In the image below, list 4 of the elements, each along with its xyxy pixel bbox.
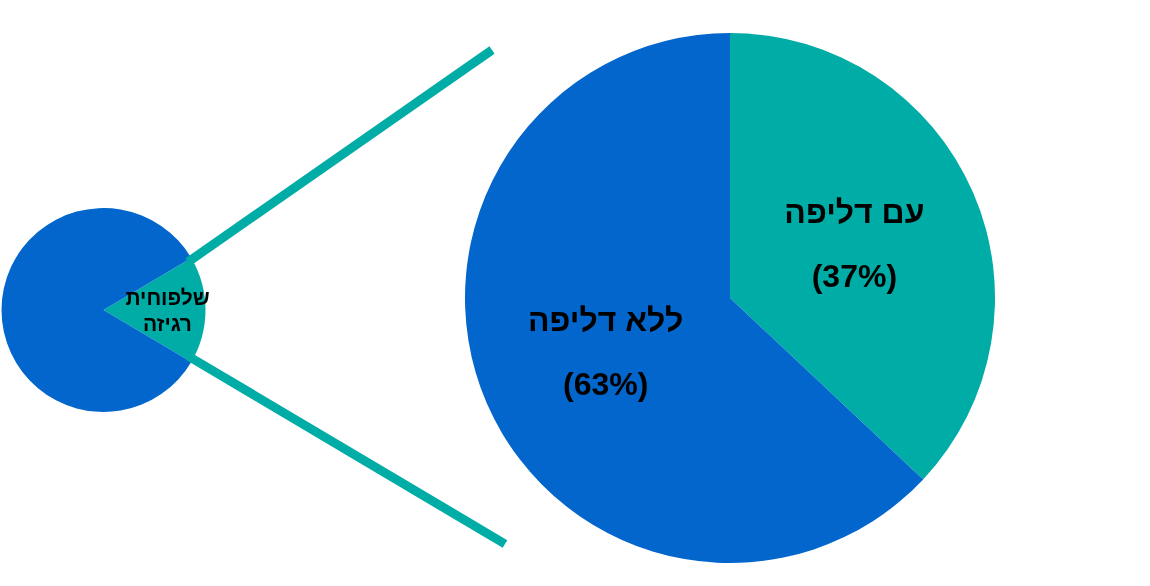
slice-label: עם דליפה bbox=[784, 194, 925, 231]
data-label: (63%) bbox=[562, 365, 649, 402]
data-label: (37%) bbox=[811, 258, 898, 295]
slice-label: ללא דליפה bbox=[527, 301, 684, 338]
